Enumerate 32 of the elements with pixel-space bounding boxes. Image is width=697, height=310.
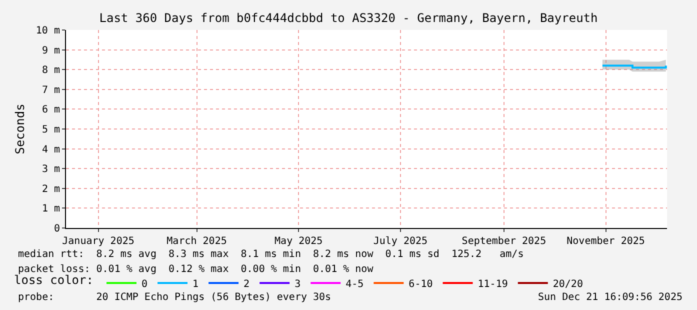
y-tick-label: 4 m — [42, 144, 60, 156]
text: packet loss: 0.01 % avg 0.12 % max 0.00 % min 0.01 % now — [18, 264, 374, 275]
x-tick-label: September 2025 — [462, 236, 546, 247]
y-axis-title: Seconds — [13, 104, 28, 154]
x-tick-label: March 2025 — [166, 236, 227, 247]
y-tick-label: 1 m — [42, 204, 60, 215]
y-tick-label: 5 m — [42, 124, 60, 136]
legend-label: 1 — [192, 278, 199, 290]
legend-label: 3 — [294, 278, 301, 290]
legend-label: 11-19 — [478, 278, 508, 290]
chart-title: Last 360 Days from b0fc444dcbbd to AS3320 - Germany, Bayern, Bayreuth — [99, 11, 598, 26]
x-tick-label: January 2025 — [62, 236, 134, 247]
y-tick-label: 3 m — [42, 164, 60, 176]
text: median rtt: 8.2 ms avg 8.3 ms max 8.1 ms min 8.2 ms now 0.1 ms sd 125.2 am/s — [18, 249, 524, 260]
legend-title: loss color: — [14, 273, 94, 288]
y-tick-label: 0 — [54, 224, 60, 234]
y-tick-label: 10 m — [36, 26, 60, 36]
legend-label: 0 — [141, 278, 148, 290]
x-tick-label: November 2025 — [566, 236, 645, 247]
x-tick-label: May 2025 — [274, 236, 323, 247]
y-tick-label: 7 m — [42, 84, 60, 96]
y-tick-label: 6 m — [42, 104, 60, 116]
text: probe: 20 ICMP Echo Pings (56 Bytes) every 30s — [18, 292, 332, 303]
x-tick-label: July 2025 — [373, 236, 428, 247]
y-tick-label: 9 m — [42, 45, 60, 56]
legend-label: 4-5 — [346, 278, 364, 290]
legend-label: 20/20 — [552, 278, 583, 290]
y-tick-label: 2 m — [42, 184, 60, 195]
legend-label: 6-10 — [408, 278, 433, 290]
y-tick-label: 8 m — [42, 65, 60, 76]
legend-label: 2 — [244, 278, 250, 290]
text: Sun Dec 21 16:09:56 2025 — [538, 292, 682, 303]
